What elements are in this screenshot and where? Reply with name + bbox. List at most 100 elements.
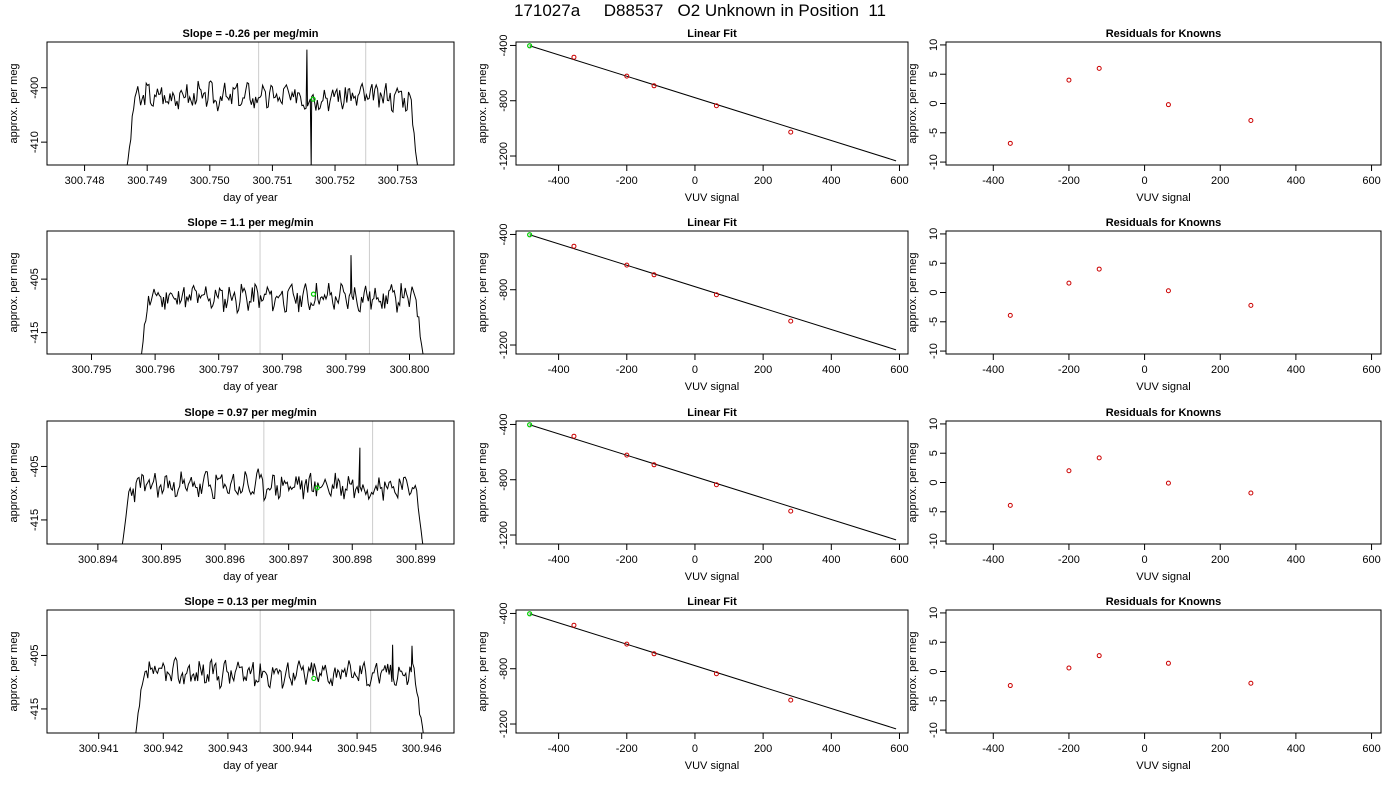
panel-title: Residuals for Knowns xyxy=(1106,28,1222,40)
panel-4-2: Linear Fit -400 -200 0 200 400 600 -1200 -800 -40… xyxy=(477,596,909,772)
unknown-point xyxy=(527,232,533,238)
data-point xyxy=(1066,77,1072,83)
data-point xyxy=(1165,480,1171,486)
y-tick-label: -5 xyxy=(928,507,940,517)
data-point xyxy=(624,73,630,79)
panel-2-2: Linear Fit -400 -200 0 200 400 600 -1200 -800 -40… xyxy=(477,217,909,393)
data-point xyxy=(1007,312,1013,318)
y-tick-label: -5 xyxy=(928,696,940,706)
x-tick-label: 300.941 xyxy=(79,743,119,755)
x-tick-label: -200 xyxy=(1058,364,1080,376)
y-axis-label: approx. per meg xyxy=(477,252,489,332)
x-axis-label: day of year xyxy=(223,760,278,772)
data-trace xyxy=(140,255,424,354)
y-tick-label: 5 xyxy=(928,450,940,456)
x-tick-label: 400 xyxy=(1287,364,1305,376)
x-tick-label: 0 xyxy=(1142,554,1148,566)
y-tick-label: -5 xyxy=(928,317,940,327)
x-axis-label: VUV signal xyxy=(1136,571,1190,583)
plot-area xyxy=(1007,455,1254,508)
x-tick-label: 200 xyxy=(1211,554,1229,566)
y-tick-label: 0 xyxy=(928,100,940,106)
data-point xyxy=(624,262,630,268)
y-tick-label: 5 xyxy=(928,260,940,266)
x-axis-label: VUV signal xyxy=(685,571,739,583)
y-tick-label: -5 xyxy=(928,128,940,138)
data-point xyxy=(571,243,577,249)
y-axis-label: approx. per meg xyxy=(8,442,20,522)
x-tick-label: 200 xyxy=(1211,743,1229,755)
data-trace xyxy=(135,644,424,733)
x-tick-label: 400 xyxy=(822,364,840,376)
panel-title: Residuals for Knowns xyxy=(1106,217,1222,229)
x-tick-label: 600 xyxy=(1362,554,1380,566)
x-axis-label: VUV signal xyxy=(1136,760,1190,772)
x-tick-label: 400 xyxy=(1287,175,1305,187)
x-tick-label: 200 xyxy=(1211,364,1229,376)
x-tick-label: -400 xyxy=(548,364,570,376)
x-axis-label: day of year xyxy=(223,192,278,204)
data-point xyxy=(1096,65,1102,71)
data-point xyxy=(1007,502,1013,508)
plot-area xyxy=(126,42,418,165)
data-point xyxy=(713,292,719,298)
x-tick-label: -400 xyxy=(548,175,570,187)
panel-2-3: Residuals for Knowns -400 -200 0 200 400 600 -1… xyxy=(907,217,1382,393)
y-tick-label: -415 xyxy=(29,322,41,344)
x-tick-label: 300.798 xyxy=(262,364,302,376)
x-tick-label: -400 xyxy=(982,554,1004,566)
x-axis-label: VUV signal xyxy=(685,381,739,393)
data-point xyxy=(1248,302,1254,308)
plot-frame xyxy=(945,230,1382,355)
plot-area xyxy=(121,421,424,544)
x-tick-label: 300.748 xyxy=(65,175,105,187)
y-tick-label: 0 xyxy=(928,479,940,485)
plot-frame xyxy=(515,420,909,545)
plot-frame xyxy=(945,420,1382,545)
unknown-marker xyxy=(310,291,317,297)
unknown-marker xyxy=(311,675,317,682)
data-point xyxy=(651,272,657,278)
x-tick-label: 300.797 xyxy=(199,364,239,376)
x-tick-label: 600 xyxy=(1362,364,1380,376)
y-tick-label: 5 xyxy=(928,71,940,77)
plot-frame xyxy=(945,609,1382,734)
data-point xyxy=(713,671,719,677)
data-point xyxy=(1066,280,1072,286)
y-tick-label: -800 xyxy=(498,658,510,680)
x-tick-label: 300.897 xyxy=(269,554,309,566)
x-tick-label: 600 xyxy=(1362,175,1380,187)
x-tick-label: 300.800 xyxy=(390,364,430,376)
data-point xyxy=(788,318,794,324)
y-tick-label: -1200 xyxy=(498,521,510,549)
panel-title: Slope = 1.1 per meg/min xyxy=(187,217,314,229)
plot-area xyxy=(1007,65,1254,146)
y-tick-label: 10 xyxy=(928,418,940,430)
plot-area xyxy=(527,611,897,730)
x-tick-label: 400 xyxy=(1287,743,1305,755)
x-tick-label: 300.795 xyxy=(72,364,112,376)
data-point xyxy=(1165,102,1171,108)
plot-frame xyxy=(46,609,455,734)
x-tick-label: 300.753 xyxy=(378,175,418,187)
y-tick-label: -400 xyxy=(498,602,510,624)
x-tick-label: -200 xyxy=(616,364,638,376)
y-axis-label: approx. per meg xyxy=(477,63,489,143)
panel-1-3: Residuals for Knowns -400 -200 0 200 400 600 -1… xyxy=(907,28,1382,204)
x-tick-label: 200 xyxy=(1211,175,1229,187)
x-tick-label: 400 xyxy=(1287,554,1305,566)
data-point xyxy=(651,651,657,657)
x-axis-label: VUV signal xyxy=(1136,381,1190,393)
x-tick-label: 0 xyxy=(1142,364,1148,376)
x-tick-label: 300.896 xyxy=(205,554,245,566)
unknown-marker xyxy=(314,485,320,491)
panel-title: Linear Fit xyxy=(687,217,737,229)
y-tick-label: -800 xyxy=(498,469,510,491)
y-axis-label: approx. per meg xyxy=(8,631,20,711)
data-point xyxy=(788,508,794,514)
x-tick-label: 200 xyxy=(754,364,772,376)
fit-line xyxy=(529,613,897,730)
y-axis-label: approx. per meg xyxy=(8,252,20,332)
